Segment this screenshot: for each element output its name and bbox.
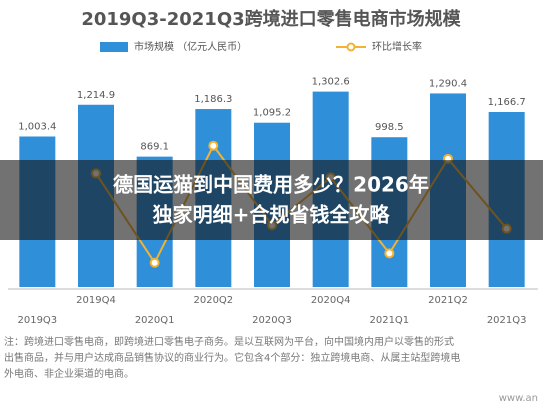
note-line: 注：跨境进口零售电商，即跨境进口零售电子商务。是以互联网为平台，向中国境内用户以…	[4, 335, 454, 348]
x-tick-label: 2019Q3	[17, 315, 57, 326]
value-label: 1,290.4	[429, 78, 467, 89]
value-label: 1,302.6	[312, 77, 350, 88]
banner-line: 德国运猫到中国费用多少？2026年	[113, 173, 429, 197]
note-line: 出售商品，并与用户达成商品销售协议的商业行为。它包含4个部分：独立跨境电商、从属…	[4, 351, 460, 364]
line-point	[149, 257, 160, 268]
x-tick-label: 2021Q1	[369, 315, 409, 326]
banner-band	[0, 160, 543, 240]
x-tick-label: 2020Q3	[252, 315, 292, 326]
line-point	[384, 248, 395, 259]
banner-line: 独家明细+合规省钱全攻略	[153, 203, 391, 227]
legend-label: 市场规模 （亿元人民币）	[134, 40, 247, 53]
note-line: 外电商、非企业渠道的电商。	[4, 367, 134, 380]
value-label: 998.5	[375, 122, 404, 133]
value-label: 1,095.2	[253, 108, 291, 119]
watermark: www.an	[499, 393, 538, 404]
x-tick-label: 2020Q1	[135, 315, 175, 326]
legend-swatch	[100, 42, 128, 52]
value-label: 1,003.4	[18, 121, 56, 132]
legend-label: 环比增长率	[372, 40, 422, 53]
x-tick-label: 2021Q2	[428, 295, 468, 306]
x-tick-label: 2021Q3	[487, 315, 527, 326]
value-label: 1,214.9	[77, 90, 115, 101]
x-tick-label: 2019Q4	[76, 295, 116, 306]
x-tick-label: 2020Q4	[311, 295, 351, 306]
value-label: 1,166.7	[488, 97, 526, 108]
line-point	[208, 140, 219, 151]
value-label: 869.1	[140, 142, 169, 153]
value-label: 1,186.3	[194, 94, 232, 105]
x-tick-label: 2020Q2	[193, 295, 233, 306]
legend: 市场规模 （亿元人民币） 环比增长率	[100, 40, 422, 53]
chart-title: 2019Q3-2021Q3跨境进口零售电商市场规模	[81, 8, 461, 30]
legend-swatch	[346, 42, 356, 52]
